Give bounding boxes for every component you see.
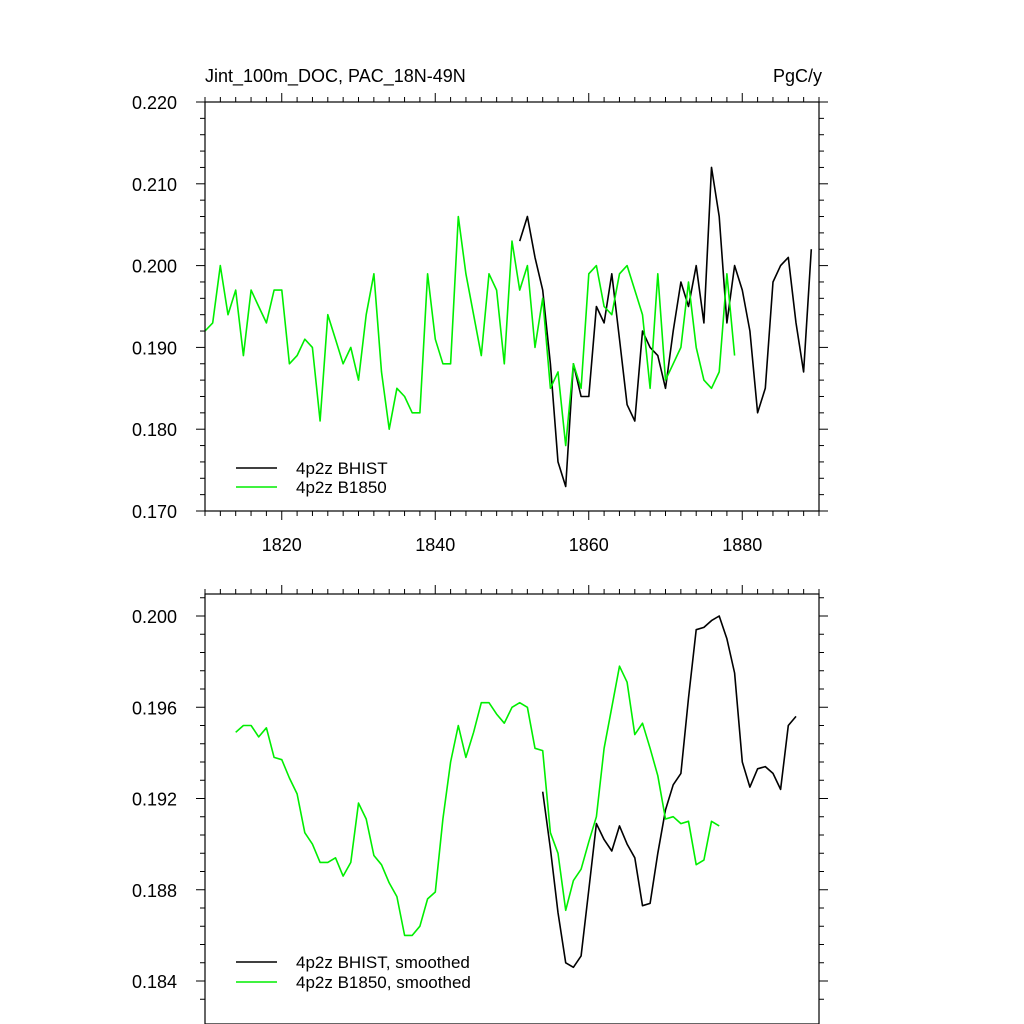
y-tick-label: 0.200	[132, 257, 177, 277]
series-line-1	[204, 215, 736, 447]
series-lines	[235, 615, 797, 969]
x-tick-label: 1820	[262, 535, 302, 555]
y-tick-label: 0.184	[132, 972, 177, 992]
y-tick-label: 0.192	[132, 790, 177, 810]
y-tick-label: 0.170	[132, 502, 177, 522]
plot-frame	[204, 101, 820, 512]
x-tick-label: 1860	[569, 535, 609, 555]
chart-units: PgC/y	[773, 66, 822, 86]
x-tick-label: 1880	[722, 535, 762, 555]
top-panel: Jint_100m_DOC, PAC_18N-49N PgC/y 1820 184…	[132, 66, 828, 555]
legend-label: 4p2z BHIST	[296, 459, 388, 478]
y-tick-label: 0.188	[132, 881, 177, 901]
legend-label: 4p2z BHIST, smoothed	[296, 953, 470, 972]
legend-label: 4p2z B1850	[296, 478, 387, 497]
y-tick-label: 0.190	[132, 338, 177, 358]
y-tick-label: 0.180	[132, 420, 177, 440]
x-tick-label: 1840	[415, 535, 455, 555]
bottom-panel: 0.184 0.188 0.192 0.196 0.200 4p2z BHIST, sm…	[132, 585, 828, 1024]
axis-ticks: 1820 1840 1860 1880 0.170 0.180 0.190 0.200 0.21…	[132, 93, 828, 555]
series-line-0	[541, 615, 797, 969]
y-tick-label: 0.196	[132, 698, 177, 718]
legend-label: 4p2z B1850, smoothed	[296, 973, 471, 992]
axis-ticks: 0.184 0.188 0.192 0.196 0.200	[132, 585, 828, 1000]
series-line-1	[235, 665, 720, 937]
y-tick-label: 0.220	[132, 93, 177, 113]
y-tick-label: 0.210	[132, 175, 177, 195]
y-tick-label: 0.200	[132, 607, 177, 627]
chart-title: Jint_100m_DOC, PAC_18N-49N	[205, 66, 466, 87]
series-lines	[204, 166, 813, 488]
plot-frame	[204, 593, 820, 1024]
series-line-0	[518, 166, 813, 488]
